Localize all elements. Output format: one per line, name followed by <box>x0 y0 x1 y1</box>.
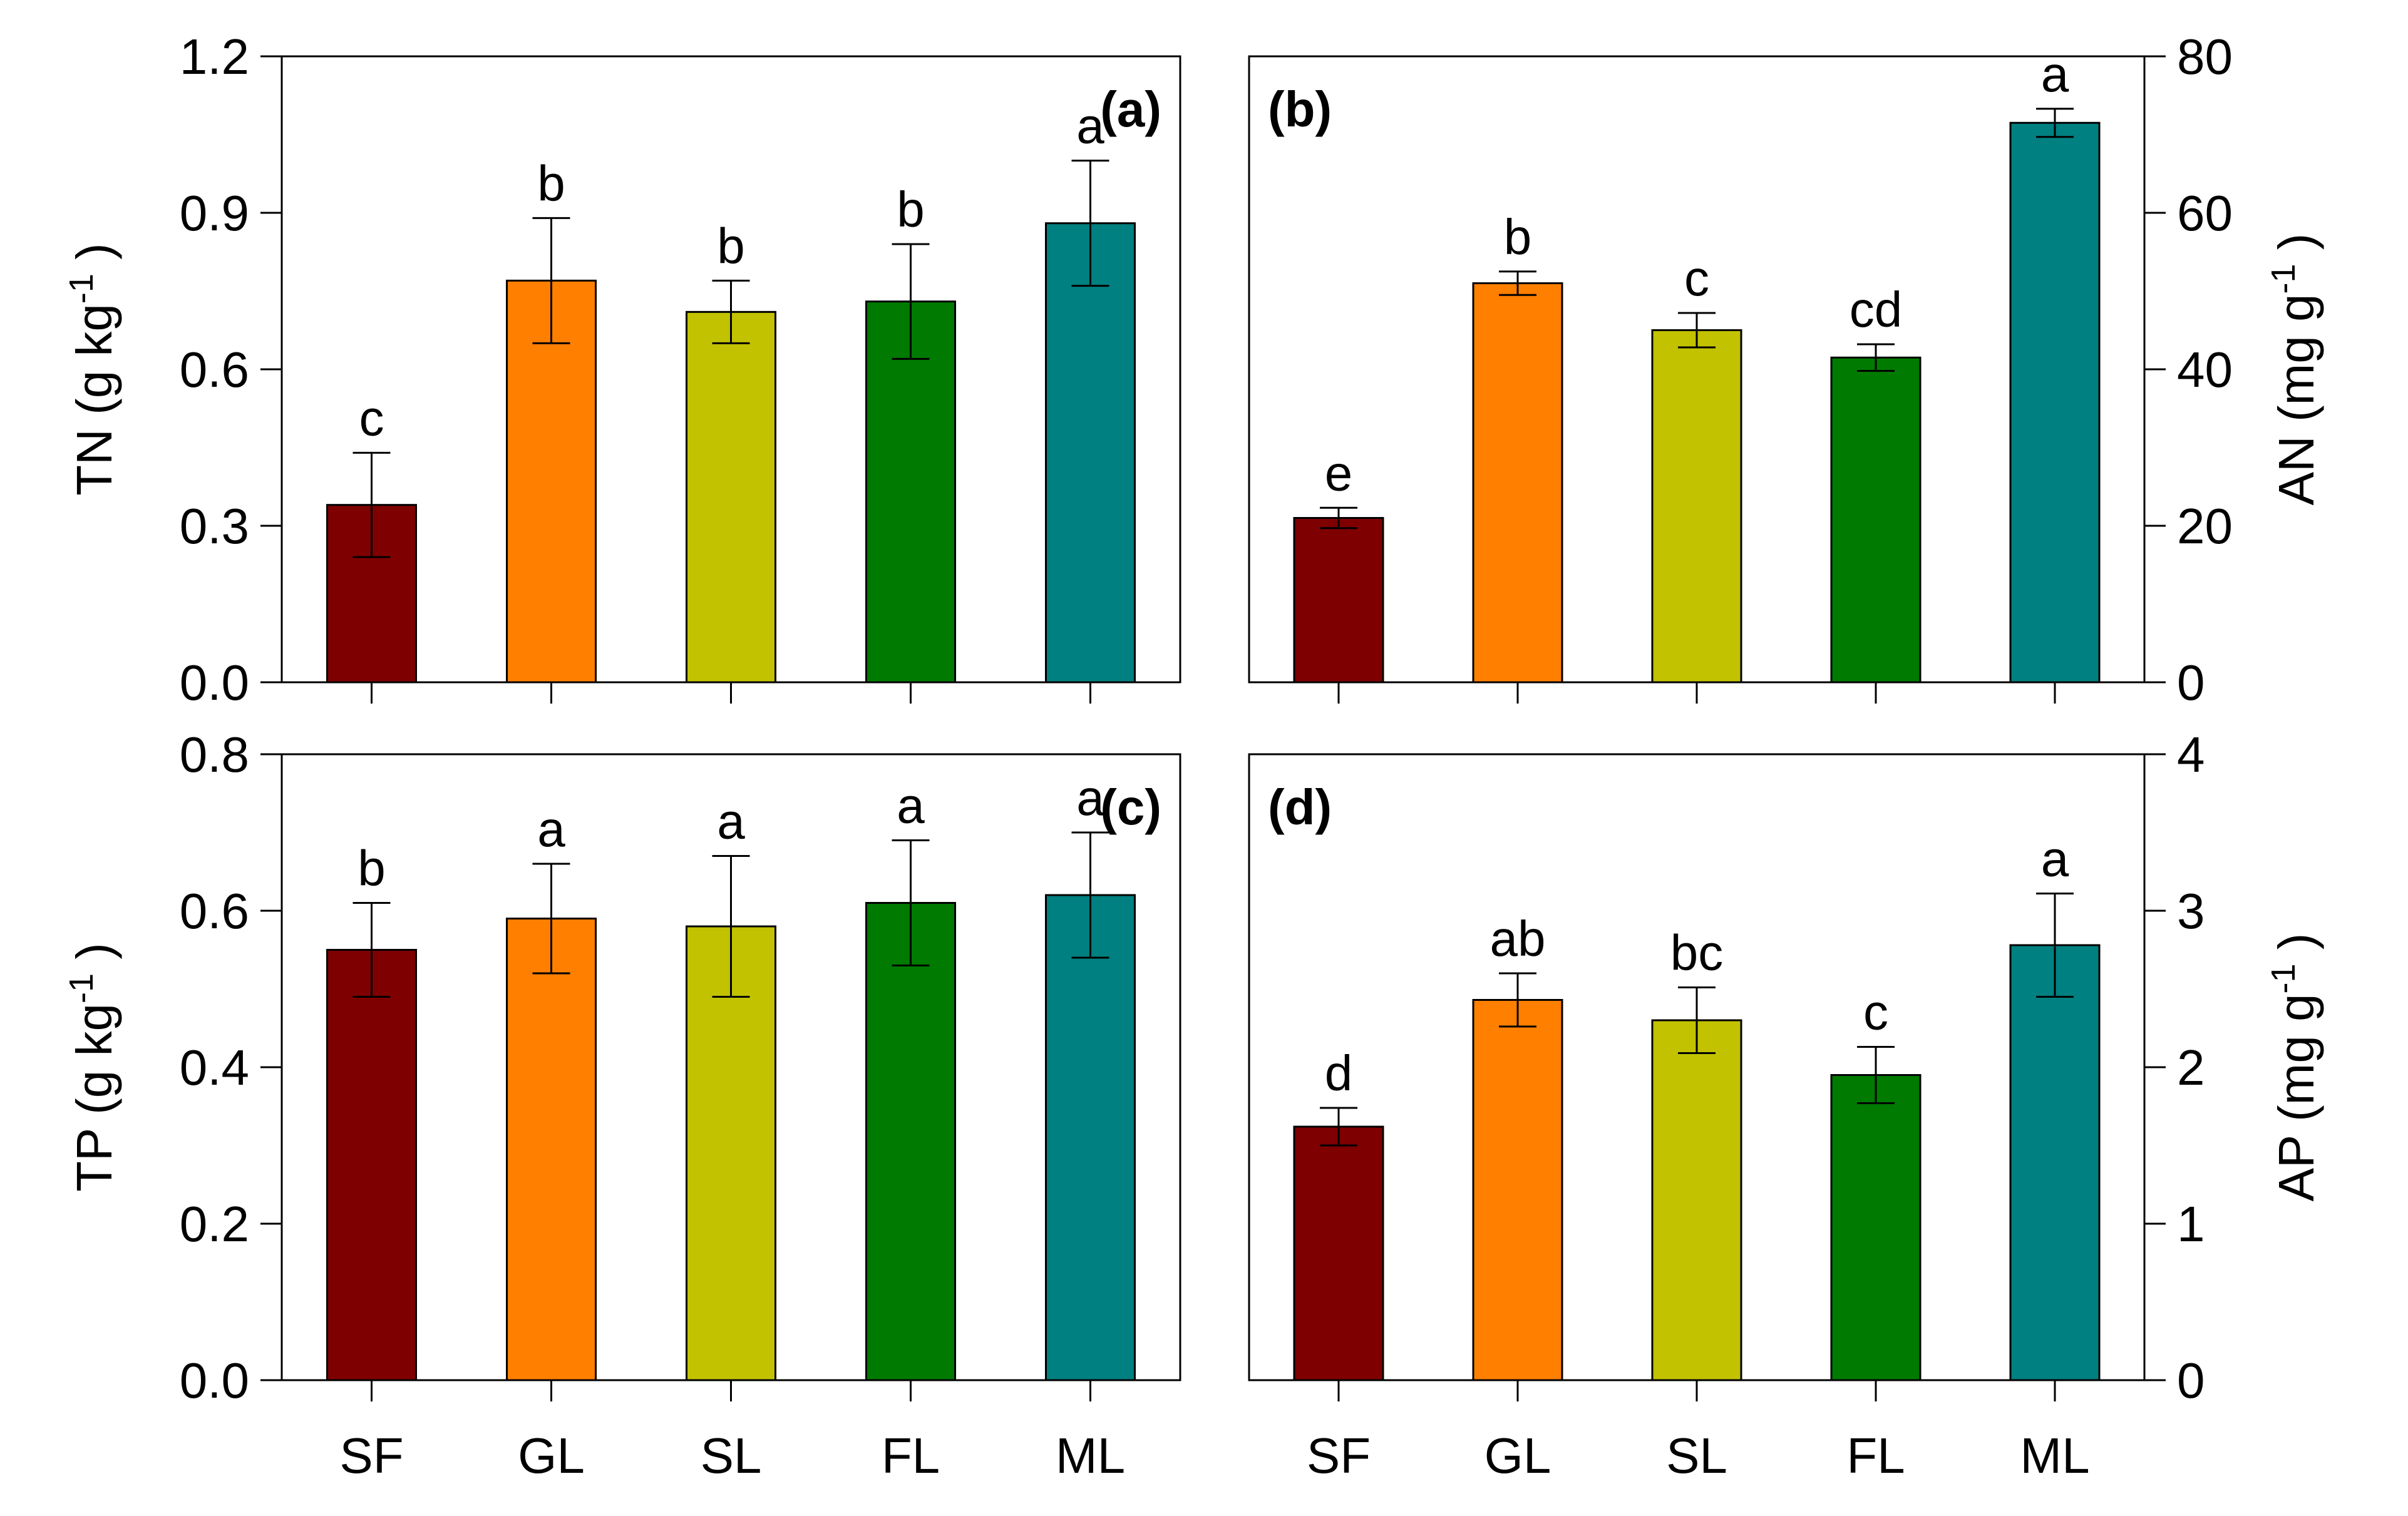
panel-label: (d) <box>1268 779 1332 835</box>
significance-label: b <box>897 182 925 237</box>
bar-fl <box>1830 1074 1922 1381</box>
x-category-label: SF <box>339 1428 403 1483</box>
significance-label: b <box>358 841 386 896</box>
significance-label: a <box>897 778 925 834</box>
y-tick-label: 0.3 <box>180 498 249 554</box>
x-category-label: SF <box>1307 1428 1371 1483</box>
bar-sl <box>686 925 776 1381</box>
y-axis-title: TN (g kg-1 ) <box>63 243 122 496</box>
y-tick-label: 20 <box>2177 498 2233 554</box>
y-tick-label: 1.2 <box>180 29 249 85</box>
bar-sl <box>1651 329 1742 684</box>
panel-b: 0 20 40 60 80 AN (mg g-1 ) e b c cd a (b) <box>1248 29 2324 710</box>
significance-label: c <box>1863 985 1888 1040</box>
bar-fl <box>1830 356 1922 684</box>
y-tick-label: 0.0 <box>180 1353 249 1408</box>
panel-label: (a) <box>1100 81 1161 137</box>
significance-label: d <box>1325 1045 1353 1101</box>
x-category-label: SL <box>1666 1428 1727 1483</box>
significance-label: a <box>717 794 745 849</box>
y-tick-label: 0 <box>2177 1353 2205 1408</box>
bar-gl <box>506 918 597 1381</box>
y-tick-label: 0.4 <box>180 1040 249 1095</box>
significance-label: a <box>2041 46 2069 102</box>
bar-sf <box>326 949 417 1381</box>
bar-gl <box>1472 282 1563 684</box>
x-category-label: FL <box>1846 1428 1905 1483</box>
significance-label: b <box>537 155 565 211</box>
y-tick-label: 0.8 <box>180 727 249 782</box>
significance-label: a <box>1076 770 1104 826</box>
y-tick-label: 3 <box>2177 883 2205 939</box>
y-tick-label: 1 <box>2177 1196 2205 1252</box>
x-category-label: SL <box>701 1428 762 1483</box>
bar-ml <box>2009 121 2101 684</box>
y-tick-label: 40 <box>2177 342 2233 397</box>
y-tick-label: 60 <box>2177 185 2233 241</box>
panel-d: 0 1 2 3 4 AP (mg g-1 ) d SF ab GL bc SL c FL a ML (d) <box>1248 727 2324 1483</box>
y-tick-label: 0.9 <box>180 185 249 241</box>
x-category-label: ML <box>1056 1428 1125 1483</box>
y-tick-label: 0.2 <box>180 1196 249 1252</box>
panel-label: (b) <box>1268 81 1332 137</box>
bar-gl <box>1472 999 1563 1381</box>
y-axis-title: AP (mg g-1 ) <box>2265 933 2324 1202</box>
significance-label: c <box>1684 250 1709 306</box>
x-category-label: GL <box>1484 1428 1551 1483</box>
significance-label: cd <box>1850 282 1903 337</box>
y-tick-label: 2 <box>2177 1040 2205 1095</box>
significance-label: bc <box>1670 925 1724 981</box>
bar-sl <box>1651 1019 1742 1381</box>
significance-label: b <box>1504 209 1532 265</box>
panel-c: 0.0 0.2 0.4 0.6 0.8 TP (g kg-1 ) b SF a GL a SL a FL a… <box>63 727 1181 1483</box>
bar-sl <box>686 310 776 684</box>
x-category-label: GL <box>518 1428 585 1483</box>
y-tick-label: 4 <box>2177 727 2205 782</box>
bar-gl <box>506 279 597 684</box>
significance-label: a <box>537 801 565 857</box>
significance-label: e <box>1325 445 1353 501</box>
bar-sf <box>1293 517 1384 684</box>
y-axis-title: AN (mg g-1 ) <box>2265 233 2324 506</box>
bar-ml <box>1045 894 1136 1381</box>
y-axis-title: TP (g kg-1 ) <box>63 943 122 1192</box>
y-tick-label: 0.6 <box>180 342 249 397</box>
panel-a: 0.0 0.3 0.6 0.9 1.2 TN (g kg-1 ) c b b b a(a) <box>63 29 1181 710</box>
y-tick-label: 0.6 <box>180 883 249 939</box>
bar-ml <box>2009 944 2101 1381</box>
significance-label: ab <box>1490 911 1546 966</box>
significance-label: a <box>2041 831 2069 887</box>
panel-label: (c) <box>1100 779 1161 835</box>
y-tick-label: 80 <box>2177 29 2233 85</box>
y-tick-label: 0 <box>2177 655 2205 710</box>
bar-fl <box>865 300 956 684</box>
bar-ml <box>1045 222 1136 684</box>
significance-label: b <box>717 218 745 274</box>
significance-label: a <box>1076 98 1104 154</box>
bar-sf <box>1293 1125 1384 1381</box>
x-category-label: FL <box>882 1428 940 1483</box>
bar-fl <box>865 902 956 1381</box>
y-tick-label: 0.0 <box>180 655 249 710</box>
x-category-label: ML <box>2020 1428 2089 1483</box>
significance-label: c <box>359 390 384 446</box>
